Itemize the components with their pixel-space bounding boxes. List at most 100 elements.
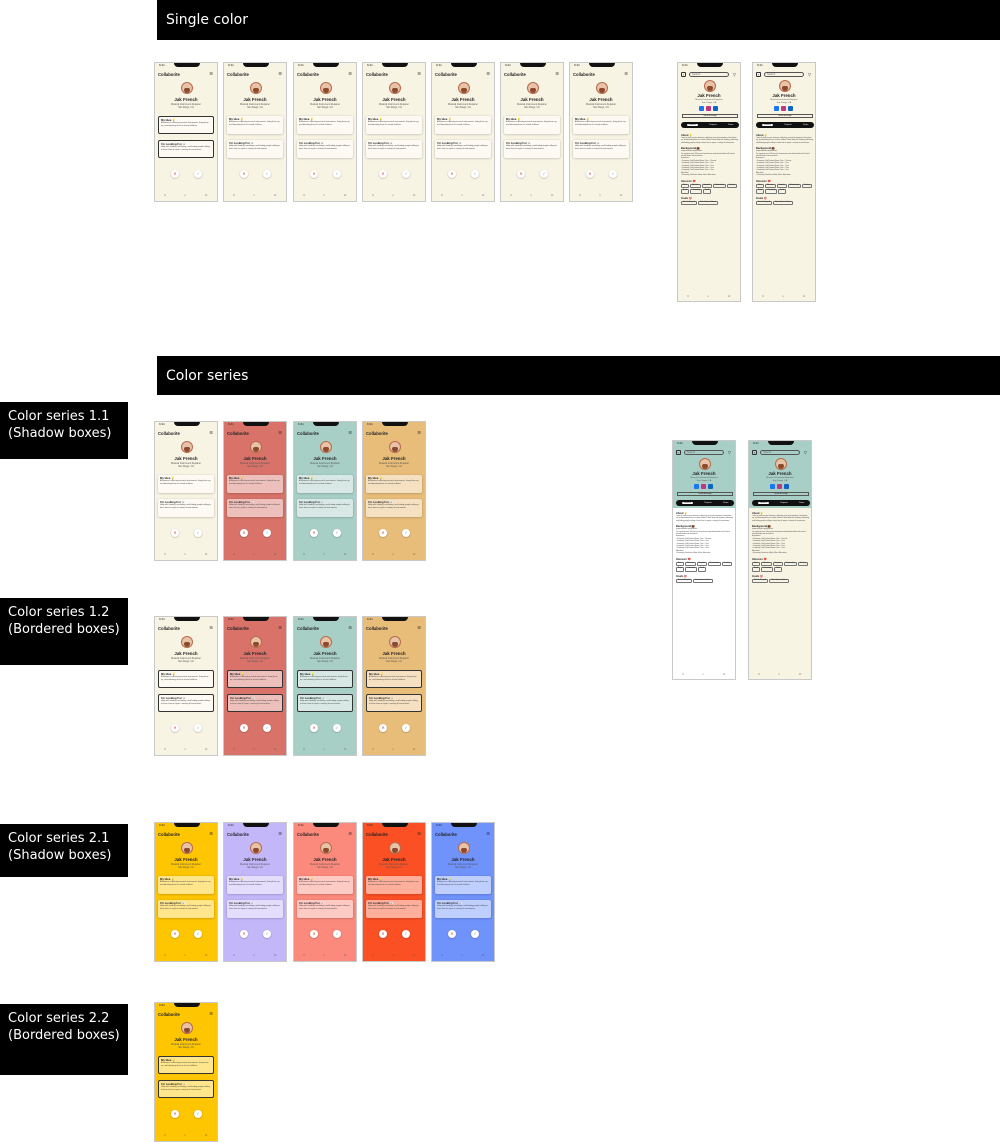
filter-icon[interactable]: ☰ bbox=[278, 831, 282, 836]
home-icon[interactable]: ⌂ bbox=[303, 953, 306, 957]
interest-chip[interactable]: Travel bbox=[778, 189, 787, 194]
x-icon[interactable]: ✕ bbox=[310, 930, 318, 938]
check-icon[interactable]: ✓ bbox=[540, 170, 548, 178]
profile-icon[interactable]: ☺ bbox=[798, 672, 802, 676]
x-icon[interactable]: ✕ bbox=[379, 170, 387, 178]
search-input[interactable]: Search bbox=[684, 450, 724, 455]
search-icon[interactable]: ⌕ bbox=[323, 747, 326, 751]
interest-chip[interactable]: Woodworking bbox=[787, 183, 801, 189]
idea-card[interactable]: My Idea 💡 A business collecting musical i… bbox=[366, 876, 422, 894]
interest-chip[interactable]: Music bbox=[676, 561, 684, 567]
check-icon[interactable]: ✓ bbox=[402, 529, 410, 537]
profile-icon[interactable]: ☺ bbox=[273, 953, 277, 957]
check-icon[interactable]: ✓ bbox=[194, 724, 202, 732]
search-icon[interactable]: ⌕ bbox=[707, 294, 710, 298]
profile-icon[interactable]: ☺ bbox=[343, 193, 347, 197]
interest-chip[interactable]: Music bbox=[756, 183, 764, 189]
idea-card[interactable]: My Idea 💡 A business collecting musical i… bbox=[227, 876, 283, 894]
profile-icon[interactable]: ☺ bbox=[273, 193, 277, 197]
interest-chip[interactable]: Teaching bbox=[801, 183, 812, 189]
search-icon[interactable]: ⌕ bbox=[392, 747, 395, 751]
looking-for-card[interactable]: I'm Looking For 👀 Help with funding, mark… bbox=[227, 499, 283, 517]
interest-chip[interactable]: Teaching bbox=[721, 561, 732, 567]
x-icon[interactable]: ✕ bbox=[310, 724, 318, 732]
home-icon[interactable]: ⌂ bbox=[441, 953, 444, 957]
home-icon[interactable]: ⌂ bbox=[510, 193, 513, 197]
idea-card[interactable]: My Idea 💡 A business collecting musical i… bbox=[297, 116, 353, 134]
idea-card[interactable]: My Idea 💡 A business collecting musical i… bbox=[297, 876, 353, 894]
looking-for-card[interactable]: I'm Looking For 👀 Help with funding, mark… bbox=[158, 900, 214, 918]
looking-for-card[interactable]: I'm Looking For 👀 Help with funding, mark… bbox=[366, 499, 422, 517]
filter-icon[interactable]: ☰ bbox=[624, 71, 628, 76]
profile-icon[interactable]: ☺ bbox=[204, 747, 208, 751]
goal-chip[interactable]: Start the Nonprofit bbox=[681, 200, 698, 205]
check-icon[interactable]: ✓ bbox=[333, 724, 341, 732]
search-icon[interactable]: ⌕ bbox=[530, 193, 533, 197]
tab-posts[interactable]: Posts bbox=[803, 124, 809, 126]
goal-chip[interactable]: Find a Business Partner bbox=[769, 578, 790, 583]
tab-posts[interactable]: Posts bbox=[728, 124, 734, 126]
x-icon[interactable]: ✕ bbox=[171, 930, 179, 938]
send-message-button[interactable]: Send Message bbox=[757, 114, 813, 118]
profile-icon[interactable]: ☺ bbox=[412, 953, 416, 957]
profile-icon[interactable]: ☺ bbox=[343, 747, 347, 751]
interest-chip[interactable]: Repair bbox=[681, 189, 690, 194]
filter-icon[interactable]: ☰ bbox=[209, 430, 213, 435]
profile-icon[interactable]: ☺ bbox=[412, 747, 416, 751]
search-icon[interactable]: ⌕ bbox=[782, 294, 785, 298]
interest-chip[interactable]: Music bbox=[681, 183, 689, 189]
search-icon[interactable]: ⌕ bbox=[323, 193, 326, 197]
check-icon[interactable]: ✓ bbox=[263, 930, 271, 938]
interest-chip[interactable]: Education bbox=[760, 561, 772, 567]
check-icon[interactable]: ✓ bbox=[333, 529, 341, 537]
interest-chip[interactable]: Education bbox=[764, 183, 776, 189]
profile-icon[interactable]: ☺ bbox=[412, 193, 416, 197]
home-icon[interactable]: ⌂ bbox=[758, 672, 761, 676]
x-icon[interactable]: ✕ bbox=[379, 930, 387, 938]
search-input[interactable]: Search bbox=[764, 72, 804, 77]
check-icon[interactable]: ✓ bbox=[263, 170, 271, 178]
filter-icon[interactable]: ▽ bbox=[732, 72, 736, 77]
profile-icon[interactable]: ☺ bbox=[204, 1133, 208, 1137]
looking-for-card[interactable]: I'm Looking For 👀 Help with funding, mark… bbox=[227, 140, 283, 158]
linkedin-icon[interactable] bbox=[788, 106, 793, 111]
home-icon[interactable]: ⌂ bbox=[579, 193, 582, 197]
back-icon[interactable]: ‹ bbox=[681, 72, 686, 77]
profile-icon[interactable]: ☺ bbox=[204, 193, 208, 197]
check-icon[interactable]: ✓ bbox=[609, 170, 617, 178]
filter-icon[interactable]: ☰ bbox=[209, 625, 213, 630]
idea-card[interactable]: My Idea 💡 A business collecting musical i… bbox=[158, 475, 214, 493]
interest-chip[interactable]: Education bbox=[689, 183, 701, 189]
linkedin-icon[interactable] bbox=[713, 106, 718, 111]
idea-card[interactable]: My Idea 💡 A business collecting musical i… bbox=[227, 670, 283, 688]
search-icon[interactable]: ⌕ bbox=[253, 193, 256, 197]
interest-chip[interactable]: Travel bbox=[703, 189, 712, 194]
interest-chip[interactable]: Community bbox=[685, 567, 698, 572]
interest-chip[interactable]: Community bbox=[761, 567, 774, 572]
home-icon[interactable]: ⌂ bbox=[372, 552, 375, 556]
filter-icon[interactable]: ☰ bbox=[278, 71, 282, 76]
check-icon[interactable]: ✓ bbox=[194, 930, 202, 938]
looking-for-card[interactable]: I'm Looking For 👀 Help with funding, mark… bbox=[366, 694, 422, 712]
interest-chip[interactable]: Community bbox=[765, 189, 778, 194]
filter-icon[interactable]: ▽ bbox=[727, 450, 731, 455]
idea-card[interactable]: My Idea 💡 A business collecting musical i… bbox=[297, 475, 353, 493]
x-icon[interactable]: ✕ bbox=[240, 930, 248, 938]
idea-card[interactable]: My Idea 💡 A business collecting musical i… bbox=[227, 116, 283, 134]
idea-card[interactable]: My Idea 💡 A business collecting musical i… bbox=[435, 876, 491, 894]
check-icon[interactable]: ✓ bbox=[471, 930, 479, 938]
looking-for-card[interactable]: I'm Looking For 👀 Help with funding, mark… bbox=[366, 140, 422, 158]
home-icon[interactable]: ⌂ bbox=[372, 193, 375, 197]
home-icon[interactable]: ⌂ bbox=[441, 193, 444, 197]
interest-chip[interactable]: Travel bbox=[774, 567, 783, 572]
goal-chip[interactable]: Start the Nonprofit bbox=[676, 578, 693, 583]
check-icon[interactable]: ✓ bbox=[333, 930, 341, 938]
looking-for-card[interactable]: I'm Looking For 👀 Help with funding, mark… bbox=[158, 140, 214, 158]
profile-icon[interactable]: ☺ bbox=[204, 552, 208, 556]
tab-projects[interactable]: Projects bbox=[784, 124, 792, 126]
x-icon[interactable]: ✕ bbox=[171, 724, 179, 732]
check-icon[interactable]: ✓ bbox=[263, 529, 271, 537]
home-icon[interactable]: ⌂ bbox=[164, 1133, 167, 1137]
search-icon[interactable]: ⌕ bbox=[253, 953, 256, 957]
profile-icon[interactable]: ☺ bbox=[481, 953, 485, 957]
